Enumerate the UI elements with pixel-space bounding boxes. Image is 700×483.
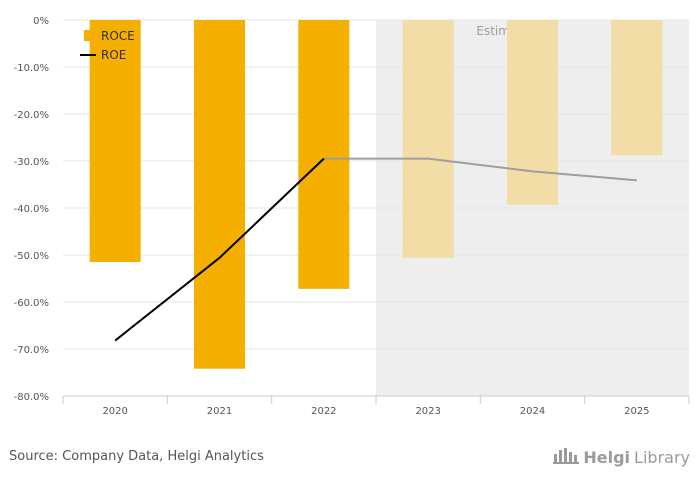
y-tick-label: -30.0%: [14, 157, 49, 168]
logo-text-helgi: Helgi: [583, 447, 631, 467]
roe-line: [114, 157, 637, 342]
helgi-library-icon: [553, 446, 580, 468]
logo-text-library: Library: [634, 447, 690, 467]
x-tick-label: 2025: [624, 406, 649, 417]
axes: 0% -10.0% -20.0% -30.0% -40.0% -50.0% -60.0% -7…: [14, 16, 690, 417]
roce-bar: [611, 20, 663, 156]
y-tick-label: -50.0%: [14, 251, 49, 262]
x-tick-label: 2020: [102, 406, 127, 417]
x-tick-label: 2021: [207, 406, 232, 417]
chart: Estimates 0%-10.0%-20.0%-30.0%-40.0%-50.…: [14, 16, 690, 417]
roe-line-estimate: [323, 157, 637, 182]
legend-roce-label: ROCE: [101, 29, 135, 43]
y-tick-label: -20.0%: [14, 110, 49, 121]
y-tick-label: -70.0%: [14, 345, 49, 356]
grid-lines: [63, 19, 689, 350]
y-tick-label: -10.0%: [14, 63, 49, 74]
legend-roce-swatch: [84, 30, 94, 41]
roce-bar: [507, 20, 558, 205]
x-tick-label: 2024: [520, 406, 545, 417]
x-tick-label: 2022: [311, 406, 336, 417]
y-tick-label: -40.0%: [14, 204, 49, 215]
roce-bar: [194, 20, 245, 369]
roce-bar: [89, 20, 141, 263]
legend-roe-label: ROE: [101, 48, 126, 62]
source-note: Source: Company Data, Helgi Analytics: [9, 449, 264, 464]
legend[interactable]: ROCE ROE: [80, 29, 135, 62]
roe-line-actual: [114, 157, 325, 342]
roce-bar: [298, 20, 350, 289]
x-tick-label: 2023: [415, 406, 440, 417]
y-tick-label: -80.0%: [14, 392, 49, 403]
helgi-library-logo[interactable]: Helgi Library: [553, 446, 690, 468]
y-tick-label: -60.0%: [14, 298, 49, 309]
roce-bars: [89, 20, 663, 369]
roce-bar: [402, 20, 454, 258]
y-tick-label: 0%: [33, 16, 49, 27]
